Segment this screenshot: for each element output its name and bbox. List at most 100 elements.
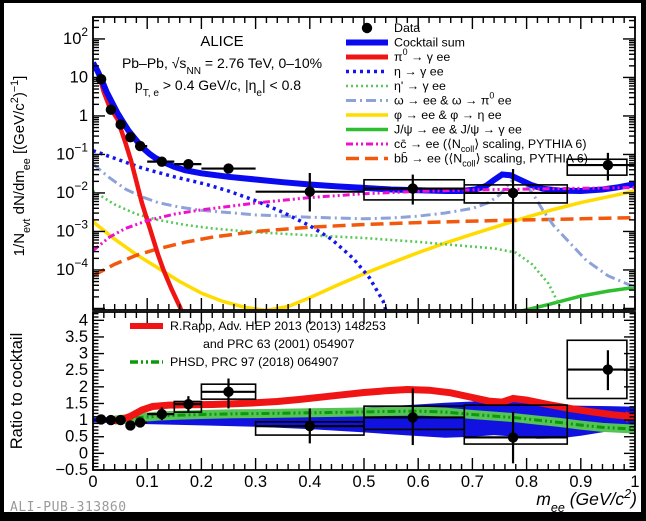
legend-item: J/ψ → ee & J/ψ → γ ee — [346, 123, 522, 137]
legend-label: and PRC 63 (2001) 054907 — [203, 337, 355, 351]
y-tick-label: 10−3 — [56, 217, 88, 240]
data-point — [105, 414, 117, 426]
data-point — [105, 104, 117, 115]
data-marker — [183, 158, 194, 170]
y-tick-label: 10−4 — [56, 256, 88, 279]
x-tick-label: 0.8 — [515, 473, 538, 491]
y-tick-label: 10−2 — [56, 179, 88, 202]
legend-item: φ → ee & φ → η ee — [346, 108, 502, 122]
data-point — [115, 414, 126, 426]
data-marker — [407, 412, 418, 423]
curve-omega — [93, 162, 635, 289]
y-tick-label: 4 — [79, 311, 88, 329]
legend-item: η → γ ee — [346, 65, 444, 79]
data-marker — [156, 408, 168, 420]
legend-marker-circle — [361, 22, 373, 34]
syst-box — [566, 158, 628, 176]
watermark: ALI-PUB-313860 — [10, 500, 127, 515]
y-tick-label: 1.5 — [65, 394, 88, 412]
legend-label: π0 → γ ee — [394, 47, 450, 64]
data-marker — [125, 132, 136, 143]
legend-label: η' → γ ee — [394, 79, 446, 93]
data-marker — [507, 187, 519, 199]
data-point — [200, 378, 257, 409]
bottom-panel-frame — [92, 311, 636, 471]
dielectron-spectrum-chart: 10210110−110−210−310−443.532.521.510.50−… — [4, 3, 641, 512]
bottom-panel — [93, 339, 635, 464]
y-tick-label: 0.5 — [65, 428, 88, 446]
legend-label: ω → ee & ω → π0 ee — [394, 91, 512, 108]
x-tick-label: 0.1 — [136, 473, 159, 491]
data-marker — [105, 414, 117, 426]
y-tick-label: 2.5 — [65, 361, 88, 379]
data-point — [363, 388, 466, 446]
y-tick-label: 3.5 — [65, 328, 88, 346]
y-axis-title-spectrum: 1/Nevt dN/dmee [(GeV/c2)−1] — [9, 76, 33, 257]
data-point — [173, 396, 203, 413]
collision-system-label: Pb–Pb, √sNN = 2.76 TeV, 0–10% — [122, 55, 322, 77]
data-marker — [115, 414, 126, 426]
legend-item: ω → ee & ω → π0 ee — [346, 91, 512, 108]
y-axis-title-ratio: Ratio to cocktail — [8, 333, 26, 449]
y-tick-label: 3 — [79, 345, 88, 363]
syst-box — [463, 404, 569, 445]
data-point — [125, 132, 136, 143]
x-tick-label: 0.9 — [569, 473, 592, 491]
data-marker — [134, 140, 146, 152]
x-tick-label: 0.6 — [407, 473, 430, 491]
legend-label: η → γ ee — [394, 65, 444, 79]
y-tick-label: 102 — [63, 25, 88, 48]
y-tick-label: −0.5 — [55, 461, 88, 479]
data-point — [147, 407, 175, 421]
curve-ccbar — [93, 186, 635, 252]
data-point — [115, 119, 126, 130]
data-point — [363, 174, 466, 205]
x-axis-title: mee (GeV/c2) — [536, 487, 637, 512]
data-point — [134, 140, 148, 152]
curve-phi — [93, 189, 635, 310]
data-point — [463, 168, 569, 310]
data-point — [566, 152, 635, 181]
legend-item: Data — [361, 21, 420, 35]
legend-label: cc̄ → ee (⟨Ncoll⟩ scaling, PYTHIA 6) — [394, 137, 586, 154]
legend-label: bb̄ → ee (⟨Ncoll⟩ scaling, PYTHIA 6) — [394, 152, 588, 169]
plot-canvas: 102 10 1 10−1 10−2 10−3 10−4 4 3.5 3 2.5 2 1.5 1 0.5 0−… — [4, 3, 641, 515]
data-marker — [156, 156, 168, 167]
legend-item: η' → γ ee — [346, 79, 446, 93]
experiment-label: ALICE — [200, 33, 243, 50]
data-marker — [125, 420, 136, 431]
curve-pi0 — [93, 66, 184, 310]
data-marker — [304, 420, 315, 432]
data-marker — [183, 398, 194, 410]
data-marker — [134, 417, 146, 428]
legend-label: J/ψ → ee & J/ψ → γ ee — [394, 123, 522, 137]
legend-label: φ → ee & φ → η ee — [394, 108, 502, 122]
x-tick-label: 0.7 — [461, 473, 484, 491]
data-marker — [407, 183, 418, 194]
data-point — [125, 420, 136, 431]
x-tick-label: 0.2 — [190, 473, 213, 491]
legend-item: Cocktail sum — [346, 36, 465, 50]
data-marker — [223, 163, 234, 174]
y-tick-label: 10 — [70, 68, 88, 86]
x-tick-label: 0.4 — [298, 473, 321, 491]
data-marker — [105, 104, 117, 115]
legend-item: bb̄ → ee (⟨Ncoll⟩ scaling, PYTHIA 6) — [346, 152, 588, 169]
y-tick-label: 0 — [79, 444, 88, 462]
x-tick-label: 1 — [630, 473, 639, 491]
x-tick-label: 0.3 — [244, 473, 267, 491]
top-panel — [93, 61, 635, 310]
data-point — [174, 158, 202, 170]
legend-label: PHSD, PRC 97 (2018) 064907 — [170, 355, 339, 369]
legend-label: Cocktail sum — [394, 36, 465, 50]
legend-item: and PRC 63 (2001) 054907 — [203, 337, 355, 351]
data-point — [134, 417, 148, 428]
bottom-legend: R.Rapp, Adv. HEP 2013 (2013) 148253 and P… — [130, 319, 386, 369]
curve-bbbar — [93, 215, 635, 278]
data-marker — [115, 119, 126, 130]
legend-item: cc̄ → ee (⟨Ncoll⟩ scaling, PYTHIA 6) — [346, 137, 586, 154]
x-tick-label: 0 — [88, 473, 97, 491]
data-point — [201, 163, 256, 174]
